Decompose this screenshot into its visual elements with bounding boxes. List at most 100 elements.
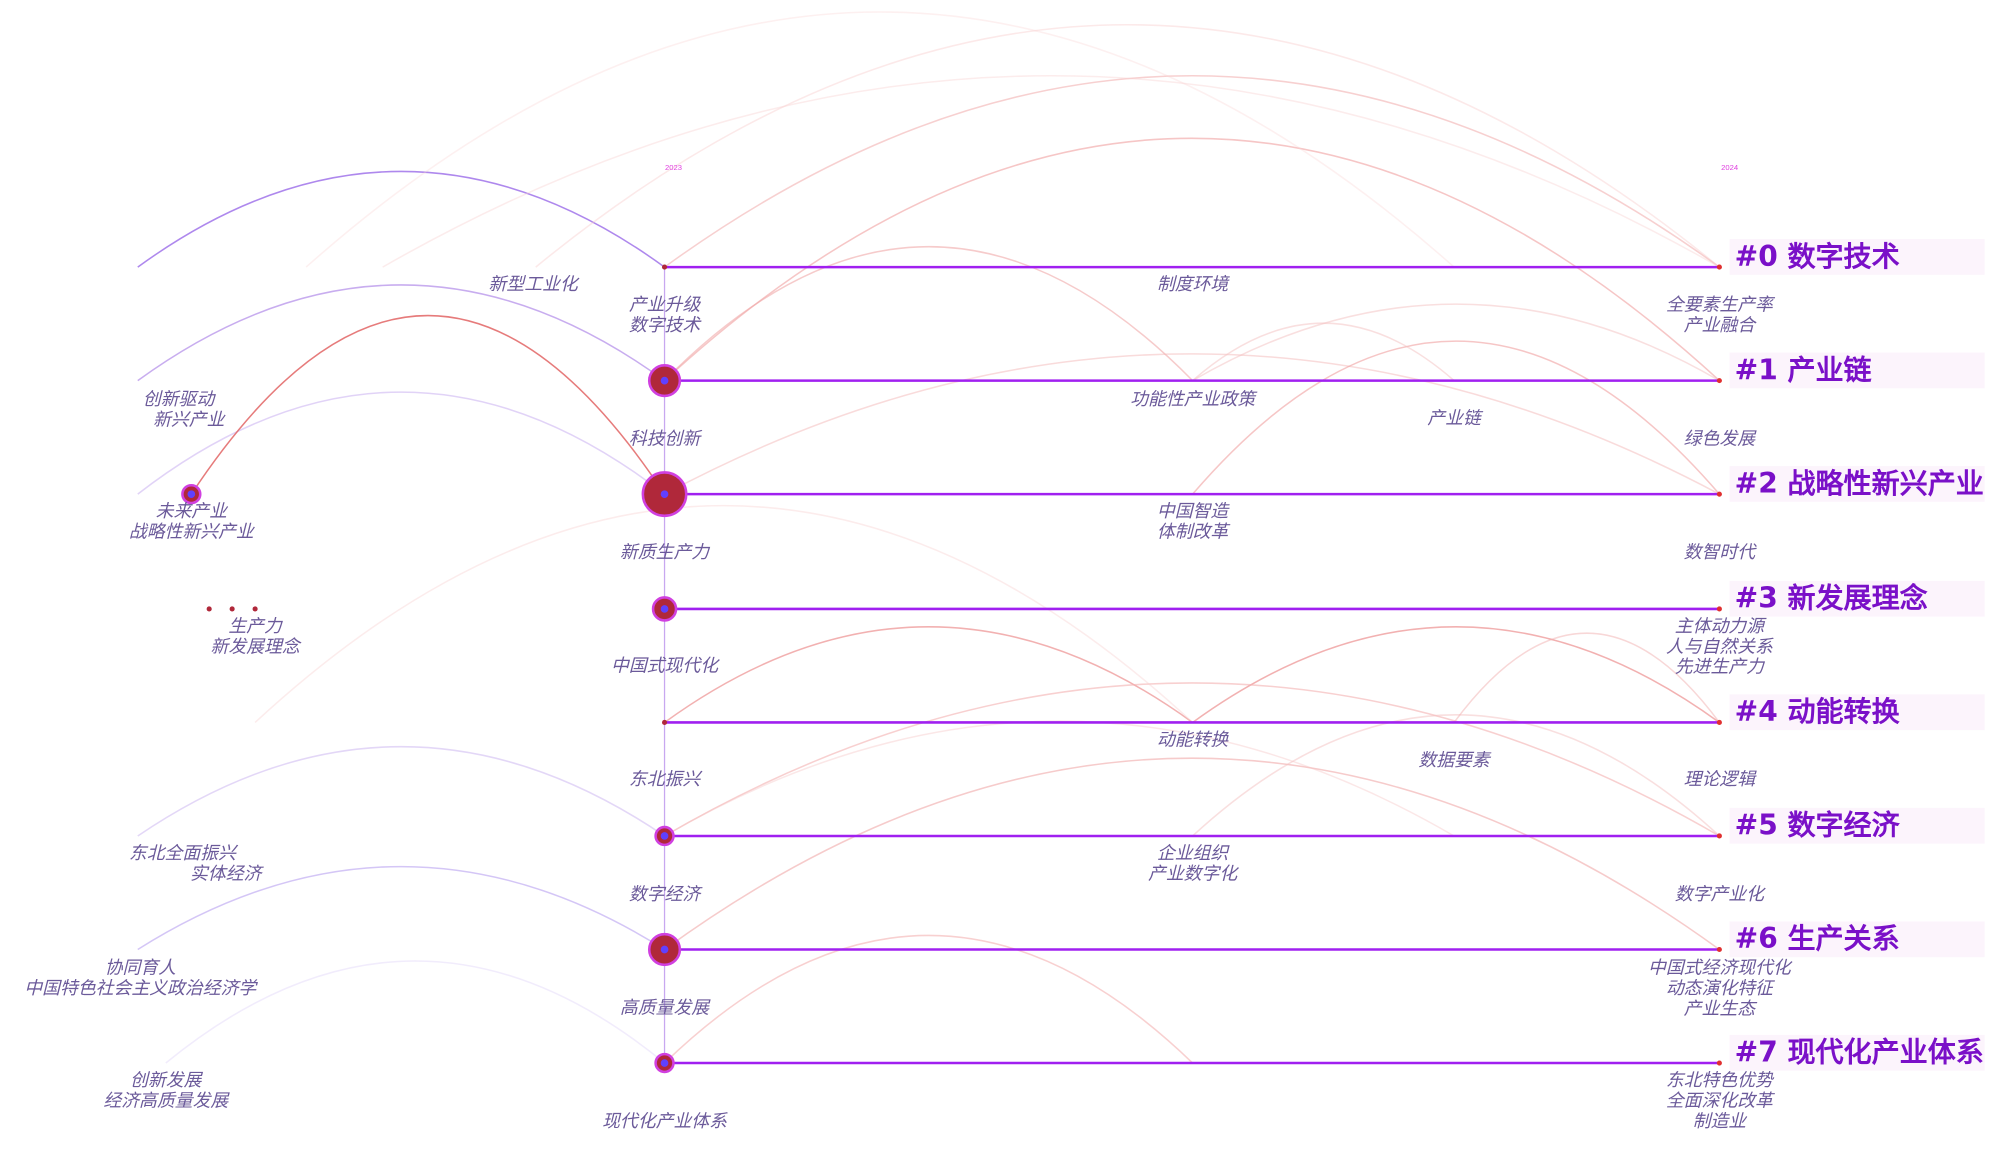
keyword-label: 数据要素: [1418, 750, 1492, 770]
link-arc: [1192, 322, 1455, 382]
keyword-label: 数字经济: [629, 884, 704, 904]
keyword-label: 东北全面振兴: [129, 843, 239, 863]
cluster-label-bg: [1729, 580, 1985, 617]
line-end: [1716, 946, 1722, 953]
keyword-label: 体制改革: [1157, 522, 1231, 542]
link-arc: [664, 626, 1194, 724]
keyword-node: [229, 606, 235, 612]
link-arc: [137, 391, 666, 495]
keyword-label: 高质量发展: [620, 997, 711, 1017]
keyword-label: 动态演化特征: [1666, 978, 1776, 998]
keyword-node-core: [660, 605, 669, 613]
link-arc: [663, 246, 1194, 382]
keyword-node: [206, 606, 212, 612]
link-arc: [254, 505, 1194, 724]
link-arc: [137, 284, 665, 382]
link-arc: [535, 23, 1720, 268]
cluster-label: #3 新发展理念: [1735, 582, 1928, 615]
keyword-label: 东北特色优势: [1666, 1070, 1775, 1090]
link-arc: [1453, 632, 1721, 723]
link-arc: [664, 934, 1194, 1064]
keyword-label: 创新驱动: [143, 389, 217, 409]
link-arc: [1192, 626, 1720, 724]
cluster-label: #6 生产关系: [1735, 922, 1900, 955]
keyword-label: 经济高质量发展: [103, 1090, 230, 1110]
keyword-label: 新型工业化: [489, 274, 580, 294]
cluster-label-bg: [1729, 239, 1985, 275]
keyword-node-core: [660, 945, 669, 954]
line-end: [1716, 378, 1722, 384]
link-arc: [305, 11, 1455, 268]
line-end: [1716, 719, 1722, 726]
line-end: [1716, 606, 1722, 612]
cluster-label-bg: [1729, 352, 1985, 389]
keyword-node-core: [187, 490, 196, 498]
cluster-label: #4 动能转换: [1735, 695, 1901, 728]
keyword-label: 主体动力源: [1675, 616, 1767, 636]
keyword-label: 新发展理念: [210, 636, 301, 656]
keyword-label: 产业链: [1427, 408, 1484, 428]
keyword-label: 产业融合: [1684, 315, 1758, 335]
link-arc: [664, 757, 1720, 951]
link-arc: [382, 75, 1720, 268]
cluster-label: #2 战略性新兴产业: [1735, 467, 1984, 500]
cluster-label-bg: [1729, 1034, 1985, 1071]
labels: #0 数字技术 #1 产业链 #2 战略性新兴产业 #3 新发展理念 #4 动能转换 #5…: [24, 163, 1985, 1131]
link-arc: [190, 315, 666, 495]
keyword-label: 战略性新兴产业: [129, 522, 256, 542]
cluster-label: #5 数字经济: [1735, 809, 1901, 842]
keyword-label: 协同育人: [105, 958, 177, 978]
link-arc: [664, 682, 1720, 837]
keyword-node-core: [660, 832, 669, 840]
keyword-label: 全要素生产率: [1666, 294, 1776, 314]
keyword-label: 数字产业化: [1675, 884, 1766, 904]
cluster-label-bg: [1729, 807, 1985, 844]
keyword-label: 实体经济: [190, 863, 265, 883]
keyword-label: 中国智造: [1157, 501, 1231, 521]
cluster-label: #0 数字技术: [1735, 240, 1900, 273]
keyword-label: 人与自然关系: [1666, 636, 1774, 656]
keyword-label: 现代化产业体系: [602, 1111, 728, 1131]
keyword-label: 产业升级: [629, 294, 702, 314]
keyword-label: 数智时代: [1684, 542, 1758, 562]
keyword-label: 先进生产力: [1675, 657, 1765, 677]
keyword-label: 产业生态: [1684, 999, 1759, 1019]
link-arc: [664, 720, 1455, 837]
year-label: 2024: [1721, 163, 1739, 172]
keyword-label: 中国特色社会主义政治经济学: [24, 978, 258, 998]
keyword-node-core: [660, 490, 669, 498]
line-end: [1716, 1060, 1722, 1066]
link-arcs: [137, 11, 1721, 1064]
link-arc: [664, 353, 1720, 495]
cluster-label: #7 现代化产业体系: [1735, 1036, 1984, 1069]
link-arc: [165, 960, 666, 1064]
link-arc: [1192, 340, 1720, 495]
link-arc: [664, 137, 1720, 382]
keyword-label: 创新发展: [130, 1070, 204, 1090]
line-end: [1716, 491, 1722, 497]
keyword-label: 中国式现代化: [611, 655, 720, 675]
keyword-label: 数字技术: [629, 315, 703, 335]
keyword-label: 新质生产力: [620, 542, 710, 562]
cluster-label-bg: [1729, 921, 1985, 958]
line-end: [1716, 833, 1722, 839]
cluster-label-bg: [1729, 694, 1985, 731]
keyword-label: 全面深化改革: [1666, 1090, 1775, 1110]
keyword-node-core: [660, 1059, 669, 1067]
keyword-node: [661, 719, 668, 726]
keyword-label: 新兴产业: [153, 409, 227, 429]
link-arc: [137, 170, 665, 268]
keyword-label: 企业组织: [1157, 843, 1231, 863]
keyword-label: 制造业: [1693, 1111, 1749, 1131]
link-arc: [1192, 714, 1720, 837]
link-arc: [664, 75, 1720, 268]
cluster-label-bg: [1729, 466, 1985, 502]
keyword-label: 未来产业: [156, 501, 230, 521]
keyword-label: 理论逻辑: [1684, 769, 1758, 789]
keyword-label: 中国式经济现代化: [1648, 958, 1793, 978]
keyword-nodes: [181, 264, 688, 1074]
link-arc: [1192, 303, 1720, 382]
keyword-node: [252, 606, 258, 612]
keyword-node: [661, 264, 668, 270]
